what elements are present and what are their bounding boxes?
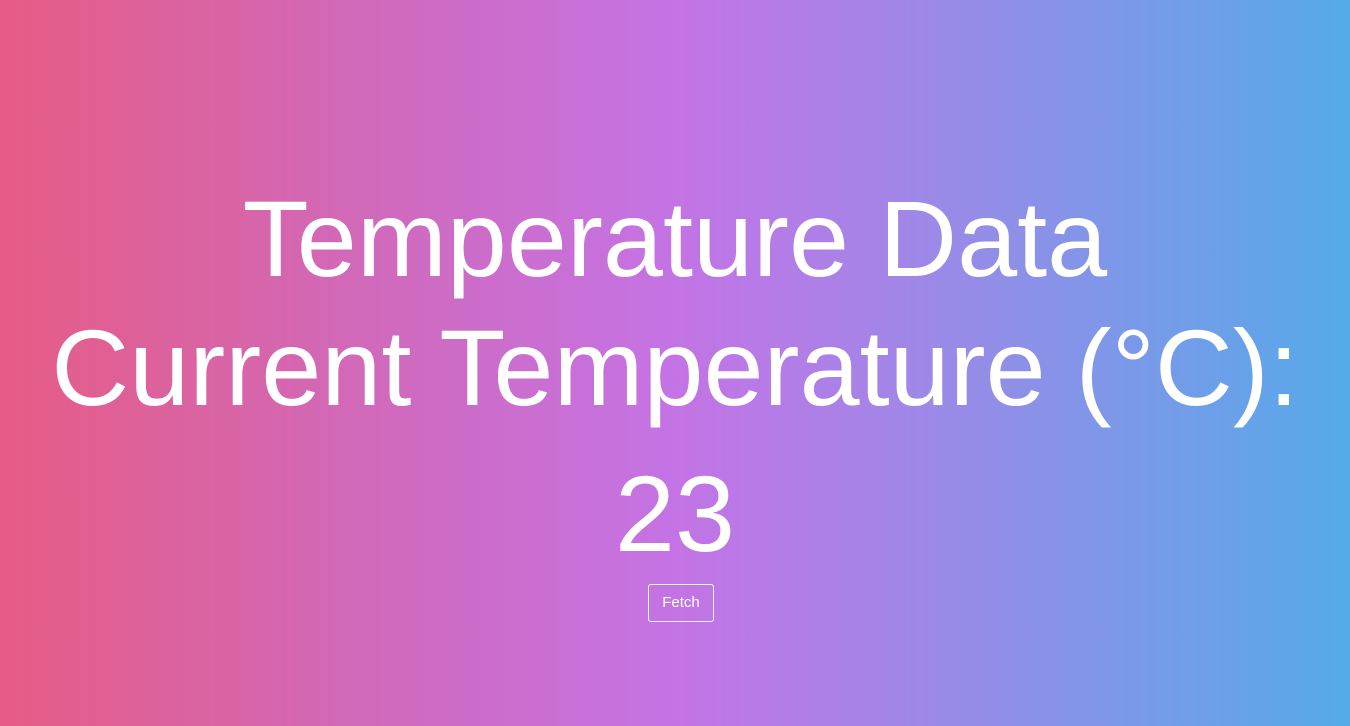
temperature-label: Current Temperature (°C): [51, 307, 1299, 428]
page-title: Temperature Data [242, 178, 1108, 299]
fetch-button[interactable]: Fetch [648, 584, 714, 622]
temperature-value: 23 [614, 453, 736, 574]
